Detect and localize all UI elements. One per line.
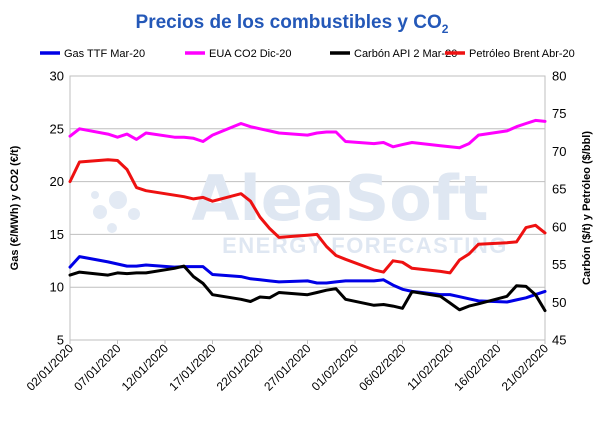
watermark-logo-dot — [107, 223, 117, 233]
y-axis-left-label: Gas (€/MWh) y CO2 (€/t) — [9, 145, 21, 270]
series-line-eua-co2-dic-20 — [68, 118, 547, 150]
x-tick-label: 02/01/2020 — [24, 341, 77, 394]
watermark-logo-text: AleaSoft — [192, 162, 489, 235]
y-left-tick-label: 30 — [50, 69, 64, 84]
y-left-tick-label: 15 — [50, 227, 64, 242]
y-axis-right-label: Carbón ($/t) y Petróleo ($/bbl) — [581, 131, 593, 285]
y-right-tick-label: 50 — [552, 295, 566, 310]
watermark-logo-dot — [91, 191, 99, 199]
y-axis-left-ticks: 5 10 15 20 25 30 — [50, 69, 64, 348]
legend-label-eua-co2-dic-20: EUA CO2 Dic-20 — [209, 48, 292, 60]
y-axis-right-ticks: 45 50 55 60 65 70 75 80 — [552, 69, 566, 348]
x-tick-label: 22/01/2020 — [214, 341, 267, 394]
series-line-petroleo-brent-abr-20 — [68, 158, 547, 275]
watermark-logo-dot — [93, 205, 107, 219]
x-tick-label: 11/02/2020 — [404, 341, 456, 393]
x-axis-ticks: 02/01/202007/01/202012/01/202017/01/2020… — [24, 340, 552, 394]
grid — [70, 75, 545, 341]
chart-title-subscript: 2 — [442, 22, 449, 36]
x-tick-label: 12/01/2020 — [119, 341, 172, 394]
y-left-tick-label: 20 — [50, 174, 64, 189]
y-right-tick-label: 60 — [552, 219, 566, 234]
y-right-tick-label: 80 — [552, 69, 566, 84]
y-left-tick-label: 25 — [50, 121, 64, 136]
x-tick-label: 27/01/2020 — [261, 341, 314, 394]
chart-title: Precios de los combustibles y CO2 — [136, 12, 449, 36]
x-tick-label: 06/02/2020 — [356, 341, 409, 394]
y-right-tick-label: 75 — [552, 106, 566, 121]
watermark-logo-dot — [109, 191, 127, 209]
y-right-tick-label: 70 — [552, 144, 566, 159]
y-right-tick-label: 45 — [552, 333, 566, 348]
watermark-logo-dot — [128, 208, 140, 220]
x-tick-label: 07/01/2020 — [71, 341, 124, 394]
legend-label-carbon-api-2-mar-20: Carbón API 2 Mar-20 — [354, 48, 457, 60]
legend-label-gas-ttf-mar-20: Gas TTF Mar-20 — [64, 48, 145, 60]
series-group — [68, 118, 547, 313]
series-line-gas-ttf-mar-20 — [68, 255, 547, 304]
chart-title-main: Precios de los combustibles y CO — [136, 12, 442, 33]
y-right-tick-label: 55 — [552, 257, 566, 272]
y-left-tick-label: 10 — [50, 280, 64, 295]
series-line-carbon-api-2-mar-20 — [68, 264, 547, 313]
legend: Gas TTF Mar-20 EUA CO2 Dic-20 Carbón API 2… — [40, 48, 575, 60]
x-tick-label: 01/02/2020 — [309, 341, 362, 394]
x-tick-label: 16/02/2020 — [451, 341, 504, 394]
legend-label-petroleo-brent-abr-20: Petróleo Brent Abr-20 — [469, 48, 575, 60]
watermark-tagline: ENERGY FORECASTING — [222, 233, 508, 258]
x-tick-label: 21/02/2020 — [499, 341, 552, 394]
y-right-tick-label: 65 — [552, 182, 566, 197]
y-left-tick-label: 5 — [57, 333, 64, 348]
x-tick-label: 17/01/2020 — [166, 341, 219, 394]
